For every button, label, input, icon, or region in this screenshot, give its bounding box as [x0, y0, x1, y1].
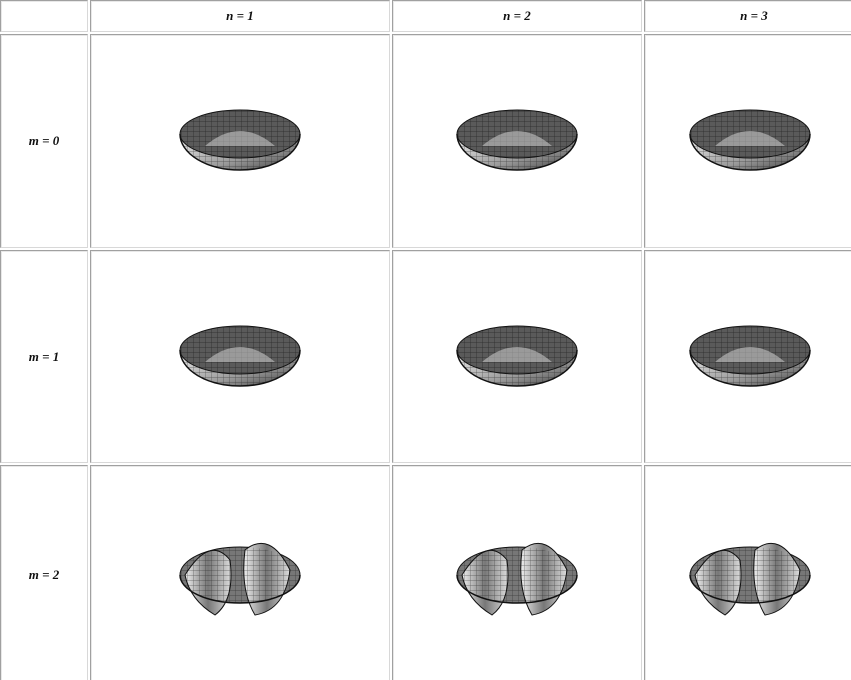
mode-image	[452, 312, 582, 402]
mode-image	[685, 530, 815, 620]
row-header: m = 2	[29, 567, 60, 583]
row-header-cell: m = 2	[0, 465, 88, 680]
row-header-cell: m = 0	[0, 34, 88, 248]
image-cell	[644, 34, 851, 248]
header-cell: n = 1	[90, 0, 390, 32]
row-header: m = 1	[29, 349, 60, 365]
header-cell: n = 3	[644, 0, 851, 32]
row-header-cell: m = 1	[0, 250, 88, 463]
image-cell	[90, 465, 390, 680]
row-header: m = 0	[29, 133, 60, 149]
column-header: n = 3	[740, 8, 768, 24]
image-cell	[90, 34, 390, 248]
column-header: n = 2	[503, 8, 531, 24]
image-cell	[392, 250, 642, 463]
page: n = 1 n = 2 n = 3 m = 0 m = 1 m = 2	[0, 0, 851, 680]
image-cell	[644, 465, 851, 680]
mode-image	[175, 530, 305, 620]
image-cell	[644, 250, 851, 463]
mode-image	[175, 312, 305, 402]
mode-image	[452, 530, 582, 620]
mode-image	[452, 96, 582, 186]
mode-image	[175, 96, 305, 186]
image-cell	[392, 465, 642, 680]
header-cell: n = 2	[392, 0, 642, 32]
mode-image	[685, 312, 815, 402]
image-cell	[90, 250, 390, 463]
corner-cell	[0, 0, 88, 32]
mode-image	[685, 96, 815, 186]
image-cell	[392, 34, 642, 248]
column-header: n = 1	[226, 8, 254, 24]
